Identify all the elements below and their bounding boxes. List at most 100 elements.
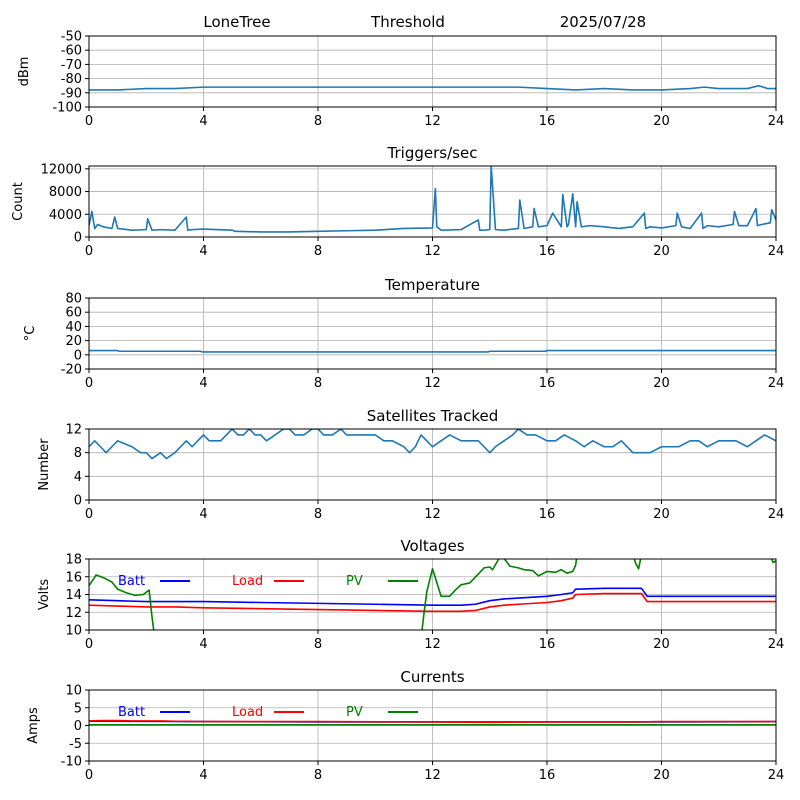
y-tick-label: 80 xyxy=(65,292,82,307)
x-tick-label: 0 xyxy=(85,114,93,129)
chart-title-voltages: Voltages xyxy=(400,537,464,555)
chart-title-satellites: Satellites Tracked xyxy=(367,407,498,425)
x-tick-label: 16 xyxy=(539,637,556,652)
x-tick-label: 12 xyxy=(424,114,441,129)
x-tick-label: 24 xyxy=(768,244,785,259)
y-axis-label-triggers: Count xyxy=(11,182,26,221)
x-tick-label: 12 xyxy=(424,376,441,391)
panel-signal: 0 4 8 12 16 20 24 -100-90-80-70-60-50 dBm xyxy=(17,30,784,130)
panel-currents: 0 4 8 12 16 20 24 -10 -5 0 5 10 Currents Amps Batt Load… xyxy=(26,668,784,783)
x-tick-label: 20 xyxy=(653,507,670,522)
y-tick-label: 40 xyxy=(65,320,82,335)
x-tick-label: 24 xyxy=(768,637,785,652)
legend-label-load: Load xyxy=(232,705,263,720)
y-tick-label: 0 xyxy=(74,348,82,363)
y-axis-label-temperature: °C xyxy=(23,326,38,342)
y-tick-label: 4000 xyxy=(49,208,82,223)
y-tick-label: 4 xyxy=(74,470,82,485)
y-axis-label-voltages: Volts xyxy=(37,579,52,611)
legend-label-pv: PV xyxy=(346,705,363,720)
x-tick-label: 4 xyxy=(199,768,207,783)
series-line xyxy=(89,429,776,460)
y-tick-label: -80 xyxy=(61,72,82,87)
series-line-batt xyxy=(89,587,776,606)
x-tick-label: 4 xyxy=(199,637,207,652)
x-tick-label: 4 xyxy=(199,507,207,522)
y-tick-label: 8000 xyxy=(49,185,82,200)
x-tick-label: 20 xyxy=(653,768,670,783)
x-tick-label: 12 xyxy=(424,637,441,652)
x-tick-label: 8 xyxy=(314,637,322,652)
x-tick-label: 8 xyxy=(314,376,322,391)
y-tick-label: 8 xyxy=(74,446,82,461)
y-tick-label: 14 xyxy=(65,588,82,603)
panel-satellites: 0 4 8 12 16 20 24 0 4 8 12 Satellites Tracked Number xyxy=(37,407,784,522)
series-line-load xyxy=(89,719,776,724)
x-tick-label: 8 xyxy=(314,244,322,259)
series-line xyxy=(89,166,776,233)
x-tick-label: 12 xyxy=(424,507,441,522)
series-line xyxy=(89,84,776,91)
x-tick-label: 16 xyxy=(539,768,556,783)
y-tick-label: 12 xyxy=(65,606,82,621)
x-tick-label: 16 xyxy=(539,376,556,391)
y-tick-label: -90 xyxy=(61,86,82,101)
x-tick-label: 12 xyxy=(424,768,441,783)
y-tick-label: -10 xyxy=(61,755,82,770)
y-tick-label: 0 xyxy=(74,231,82,246)
x-tick-label: 0 xyxy=(85,507,93,522)
x-tick-label: 4 xyxy=(199,244,207,259)
series-line-pv xyxy=(89,559,776,630)
x-tick-label: 20 xyxy=(653,244,670,259)
x-tick-label: 24 xyxy=(768,768,785,783)
panel-triggers: 0 4 8 12 16 20 24 0 4000 8000 12000 Triggers/sec Cou… xyxy=(11,144,784,259)
y-tick-label: 0 xyxy=(74,494,82,509)
x-tick-label: 0 xyxy=(85,768,93,783)
x-tick-label: 4 xyxy=(199,114,207,129)
legend-label-batt: Batt xyxy=(118,705,145,720)
x-tick-label: 20 xyxy=(653,114,670,129)
y-tick-label: -50 xyxy=(61,30,82,45)
y-tick-label: -60 xyxy=(61,44,82,59)
header-date: 2025/07/28 xyxy=(560,13,646,31)
y-tick-label: 12 xyxy=(65,423,82,438)
x-tick-label: 24 xyxy=(768,507,785,522)
y-tick-label: 10 xyxy=(65,684,82,699)
x-tick-label: 20 xyxy=(653,637,670,652)
chart-title-currents: Currents xyxy=(400,668,464,686)
y-tick-label: -20 xyxy=(61,363,82,378)
series-line xyxy=(89,349,776,353)
x-tick-label: 0 xyxy=(85,637,93,652)
header-site: LoneTree xyxy=(203,13,270,31)
y-axis-label-signal: dBm xyxy=(17,57,32,87)
y-axis-label-currents: Amps xyxy=(26,707,41,744)
x-tick-label: 0 xyxy=(85,244,93,259)
x-tick-label: 4 xyxy=(199,376,207,391)
x-tick-label: 8 xyxy=(314,768,322,783)
y-tick-label: 5 xyxy=(74,701,82,716)
legend-label-load: Load xyxy=(232,574,263,589)
y-tick-label: 18 xyxy=(65,553,82,568)
y-tick-label: -100 xyxy=(52,101,82,116)
x-tick-label: 16 xyxy=(539,244,556,259)
x-tick-label: 8 xyxy=(314,507,322,522)
x-tick-label: 24 xyxy=(768,376,785,391)
x-tick-label: 8 xyxy=(314,114,322,129)
x-tick-label: 0 xyxy=(85,376,93,391)
series-line-load xyxy=(89,592,776,613)
header-mode: Threshold xyxy=(370,13,445,31)
y-axis-label-satellites: Number xyxy=(37,438,52,491)
x-tick-label: 12 xyxy=(424,244,441,259)
y-tick-label: 10 xyxy=(65,624,82,639)
legend-label-pv: PV xyxy=(346,574,363,589)
y-tick-label: 20 xyxy=(65,334,82,349)
x-tick-label: 24 xyxy=(768,114,785,129)
y-tick-label: 0 xyxy=(74,719,82,734)
panel-voltages: 0 4 8 12 16 20 24 10 12 14 16 18 Voltages Volts Batt Lo… xyxy=(37,537,784,652)
chart-title-triggers: Triggers/sec xyxy=(387,144,478,162)
x-tick-label: 16 xyxy=(539,114,556,129)
